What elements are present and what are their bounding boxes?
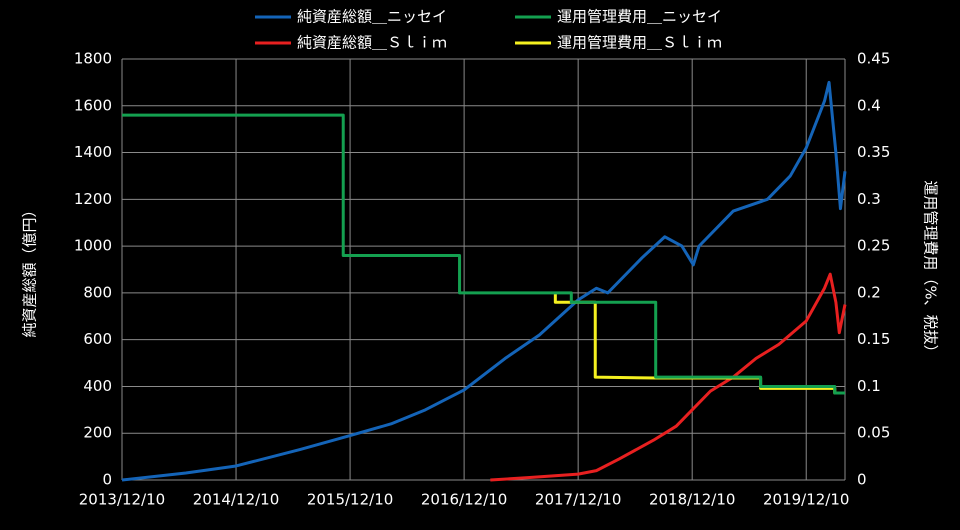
x-tick-label: 2018/12/10 xyxy=(649,491,735,509)
y2-tick-label: 0.45 xyxy=(857,50,890,68)
legend-label: 運用管理費用＿Ｓｌｉｍ xyxy=(557,34,722,52)
y-tick-label: 1800 xyxy=(74,50,112,68)
y-axis-label: 純資産総額（億円） xyxy=(21,202,39,337)
y2-axis-label: 運用管理費用（%、税抜） xyxy=(922,180,940,359)
y-tick-label: 200 xyxy=(83,424,112,442)
series-line xyxy=(122,113,845,395)
y2-tick-label: 0.3 xyxy=(857,190,881,208)
y2-tick-label: 0.05 xyxy=(857,424,890,442)
legend-label: 純資産総額＿Ｓｌｉｍ xyxy=(297,34,447,52)
y2-tick-label: 0.4 xyxy=(857,96,881,114)
y-tick-label: 0 xyxy=(102,471,112,489)
x-tick-label: 2016/12/10 xyxy=(421,491,507,509)
legend-label: 運用管理費用＿ニッセイ xyxy=(557,8,722,26)
y2-tick-label: 0.2 xyxy=(857,283,881,301)
y2-tick-label: 0.35 xyxy=(857,143,890,161)
y-tick-label: 1200 xyxy=(74,190,112,208)
y-tick-label: 600 xyxy=(83,330,112,348)
x-tick-label: 2013/12/10 xyxy=(79,491,165,509)
x-tick-label: 2017/12/10 xyxy=(535,491,621,509)
x-tick-label: 2015/12/10 xyxy=(307,491,393,509)
y-tick-label: 800 xyxy=(83,283,112,301)
y2-tick-label: 0.25 xyxy=(857,237,890,255)
y-tick-label: 1600 xyxy=(74,96,112,114)
series-line xyxy=(121,80,847,482)
series-line xyxy=(490,272,847,482)
y2-tick-label: 0.15 xyxy=(857,330,890,348)
y-tick-label: 400 xyxy=(83,377,112,395)
y-tick-label: 1400 xyxy=(74,143,112,161)
y2-tick-label: 0 xyxy=(857,471,867,489)
x-tick-label: 2014/12/10 xyxy=(193,491,279,509)
legend-label: 純資産総額＿ニッセイ xyxy=(297,8,447,26)
y-tick-label: 1000 xyxy=(74,237,112,255)
x-tick-label: 2019/12/10 xyxy=(763,491,849,509)
y2-tick-label: 0.1 xyxy=(857,377,881,395)
